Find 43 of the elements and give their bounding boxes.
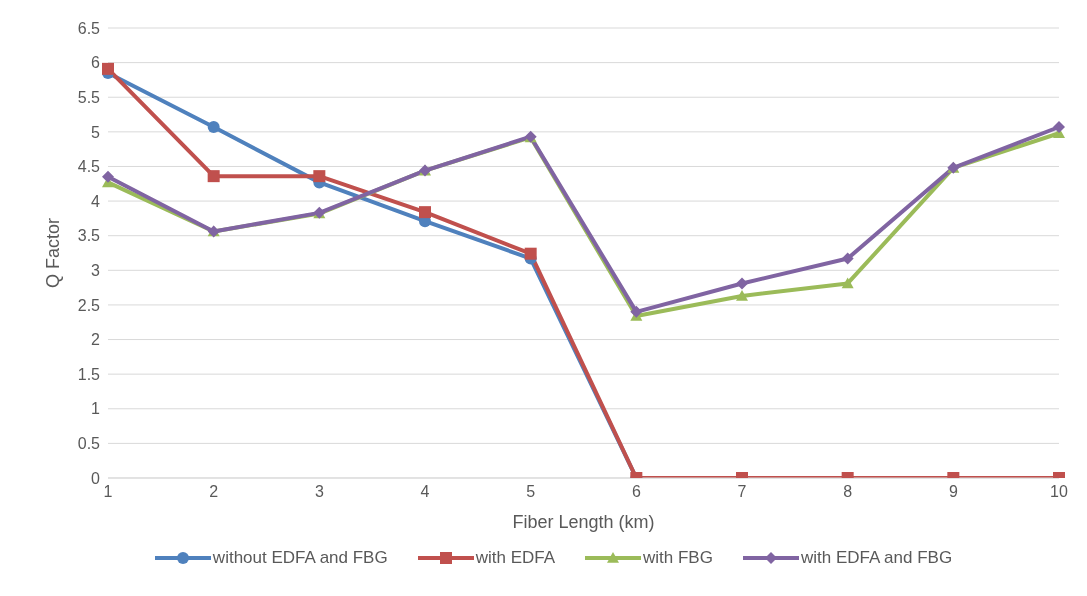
x-tick-label: 1 — [103, 483, 113, 501]
point — [102, 170, 114, 183]
legend-label: without EDFA and FBG — [211, 548, 388, 568]
legend-label: with FBG — [642, 548, 713, 568]
point — [524, 247, 537, 260]
y-tick-label: 4.5 — [77, 158, 101, 176]
legend-label: with EDFA — [474, 548, 556, 568]
point — [207, 121, 220, 133]
x-tick-label: 2 — [209, 483, 219, 501]
y-tick-label: 2.5 — [77, 296, 101, 314]
x-tick-label: 5 — [526, 483, 536, 501]
x-tick-label: 7 — [737, 483, 747, 501]
point — [1053, 121, 1065, 133]
point — [207, 170, 220, 183]
y-tick-label: 0 — [91, 469, 101, 487]
point — [736, 289, 748, 301]
point — [313, 170, 326, 183]
y-axis-title: Q Factor — [43, 217, 64, 289]
x-axis-title: Fiber Length (km) — [512, 512, 655, 532]
x-tick-label: 3 — [314, 483, 324, 501]
y-tick-label: 5 — [91, 123, 101, 141]
y-tick-label: 2 — [91, 331, 101, 349]
point — [419, 206, 431, 219]
point — [736, 277, 748, 290]
y-tick-label: 3.5 — [77, 227, 101, 245]
y-tick-label: 1.5 — [77, 365, 101, 383]
y-tick-label: 3 — [91, 261, 101, 279]
y-tick-label: 4 — [91, 192, 101, 210]
y-tick-label: 6 — [91, 54, 101, 72]
x-tick-label: 4 — [420, 483, 430, 501]
y-tick-label: 6.5 — [77, 19, 101, 37]
x-tick-label: 8 — [843, 483, 853, 501]
x-tick-label: 10 — [1050, 483, 1068, 501]
x-tick-label: 9 — [948, 483, 958, 501]
legend-label: with EDFA and FBG — [799, 548, 953, 568]
y-tick-label: 5.5 — [77, 88, 101, 106]
point — [841, 252, 854, 265]
point — [102, 62, 114, 75]
point — [841, 277, 854, 289]
point — [630, 305, 643, 318]
y-tick-label: 1 — [91, 400, 101, 418]
x-tick-label: 6 — [631, 483, 641, 501]
y-tick-label: 0.5 — [77, 435, 101, 453]
